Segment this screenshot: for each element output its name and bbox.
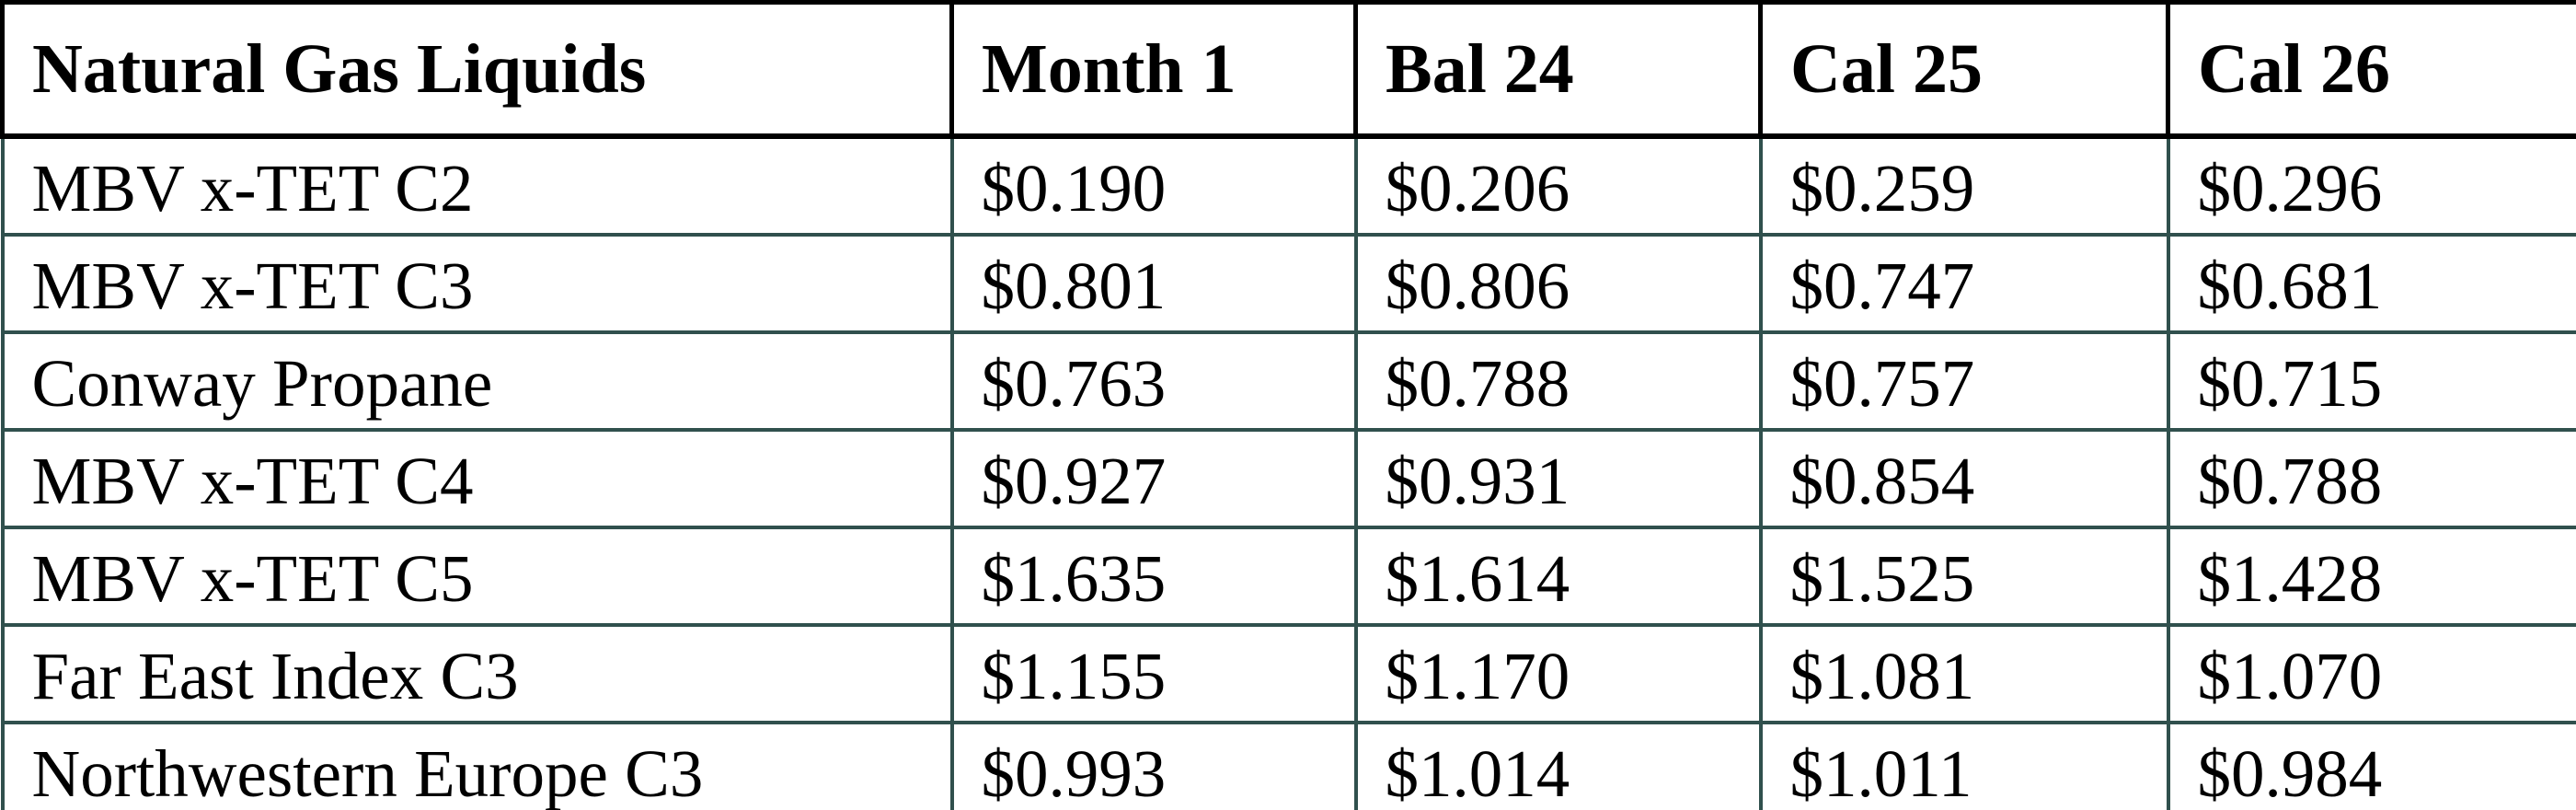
price-cell: $0.190 bbox=[949, 133, 1358, 237]
price-cell: $0.931 bbox=[1353, 428, 1763, 529]
price-cell: $0.206 bbox=[1353, 133, 1763, 237]
price-cell: $0.747 bbox=[1758, 233, 2170, 334]
price-cell: $0.984 bbox=[2166, 721, 2576, 810]
table-row-far-east-index-c3: Far East Index C3 $1.155 $1.170 $1.081 $… bbox=[0, 623, 2576, 724]
table-row-northwestern-europe-c3: Northwestern Europe C3 $0.993 $1.014 $1.… bbox=[0, 721, 2576, 810]
price-cell: $0.806 bbox=[1353, 233, 1763, 334]
price-cell: $0.801 bbox=[949, 233, 1358, 334]
price-cell: $1.614 bbox=[1353, 526, 1763, 627]
price-cell: $1.014 bbox=[1353, 721, 1763, 810]
price-cell: $1.070 bbox=[2166, 623, 2576, 724]
column-header-cal-26: Cal 26 bbox=[2166, 0, 2576, 139]
column-header-cal-25: Cal 25 bbox=[1758, 0, 2170, 139]
table-row-mbv-x-tet-c5: MBV x-TET C5 $1.635 $1.614 $1.525 $1.428 bbox=[0, 526, 2576, 627]
price-cell: $1.155 bbox=[949, 623, 1358, 724]
table-row-mbv-x-tet-c4: MBV x-TET C4 $0.927 $0.931 $0.854 $0.788 bbox=[0, 428, 2576, 529]
price-cell: $0.681 bbox=[2166, 233, 2576, 334]
table-title-cell: Natural Gas Liquids bbox=[0, 0, 954, 139]
price-cell: $0.993 bbox=[949, 721, 1358, 810]
price-cell: $1.170 bbox=[1353, 623, 1763, 724]
row-label: MBV x-TET C5 bbox=[0, 526, 954, 627]
price-cell: $0.296 bbox=[2166, 133, 2576, 237]
price-cell: $0.259 bbox=[1758, 133, 2170, 237]
price-cell: $1.081 bbox=[1758, 623, 2170, 724]
price-cell: $0.788 bbox=[2166, 428, 2576, 529]
price-cell: $1.525 bbox=[1758, 526, 2170, 627]
price-cell: $0.788 bbox=[1353, 330, 1763, 432]
row-label: MBV x-TET C3 bbox=[0, 233, 954, 334]
price-cell: $1.635 bbox=[949, 526, 1358, 627]
row-label: Conway Propane bbox=[0, 330, 954, 432]
table-row-conway-propane: Conway Propane $0.763 $0.788 $0.757 $0.7… bbox=[0, 330, 2576, 432]
row-label: Northwestern Europe C3 bbox=[0, 721, 954, 810]
price-cell: $0.763 bbox=[949, 330, 1358, 432]
price-cell: $1.011 bbox=[1758, 721, 2170, 810]
column-header-month-1: Month 1 bbox=[949, 0, 1358, 139]
price-cell: $0.854 bbox=[1758, 428, 2170, 529]
price-cell: $0.715 bbox=[2166, 330, 2576, 432]
table-row-mbv-x-tet-c3: MBV x-TET C3 $0.801 $0.806 $0.747 $0.681 bbox=[0, 233, 2576, 334]
table-row-mbv-x-tet-c2: MBV x-TET C2 $0.190 $0.206 $0.259 $0.296 bbox=[0, 133, 2576, 237]
price-cell: $0.757 bbox=[1758, 330, 2170, 432]
price-cell: $0.927 bbox=[949, 428, 1358, 529]
column-header-bal-24: Bal 24 bbox=[1353, 0, 1763, 139]
row-label: Far East Index C3 bbox=[0, 623, 954, 724]
price-cell: $1.428 bbox=[2166, 526, 2576, 627]
header-row: Natural Gas Liquids Month 1 Bal 24 Cal 2… bbox=[0, 0, 2576, 139]
row-label: MBV x-TET C4 bbox=[0, 428, 954, 529]
row-label: MBV x-TET C2 bbox=[0, 133, 954, 237]
